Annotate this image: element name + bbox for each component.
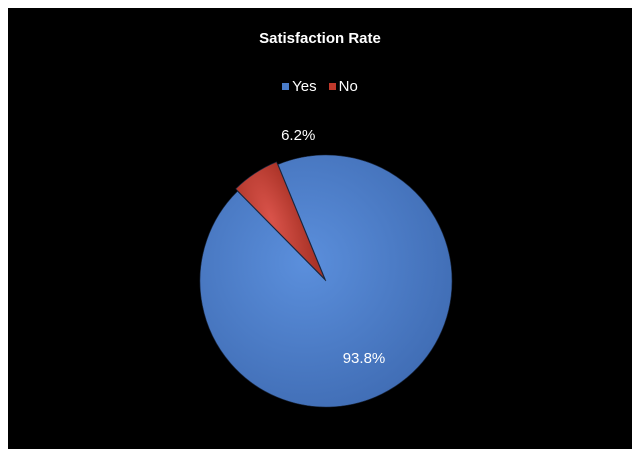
data-label-yes: 93.8% xyxy=(343,350,386,367)
legend-swatch-no xyxy=(328,83,336,90)
legend: Yes No xyxy=(8,78,632,95)
legend-label-yes: Yes xyxy=(292,78,317,95)
pie-slice-yes xyxy=(199,154,453,408)
legend-item-yes: Yes xyxy=(282,78,317,95)
chart-title: Satisfaction Rate xyxy=(259,30,381,47)
legend-item-no: No xyxy=(328,78,358,95)
pie-slice-no xyxy=(235,161,325,279)
chart-area: Satisfaction Rate Yes No 93.8% 6.2% xyxy=(8,8,632,449)
data-label-no: 6.2% xyxy=(281,127,315,144)
legend-label-no: No xyxy=(338,78,358,95)
legend-swatch-yes xyxy=(282,83,290,90)
pie-chart: 93.8% 6.2% xyxy=(199,127,453,408)
